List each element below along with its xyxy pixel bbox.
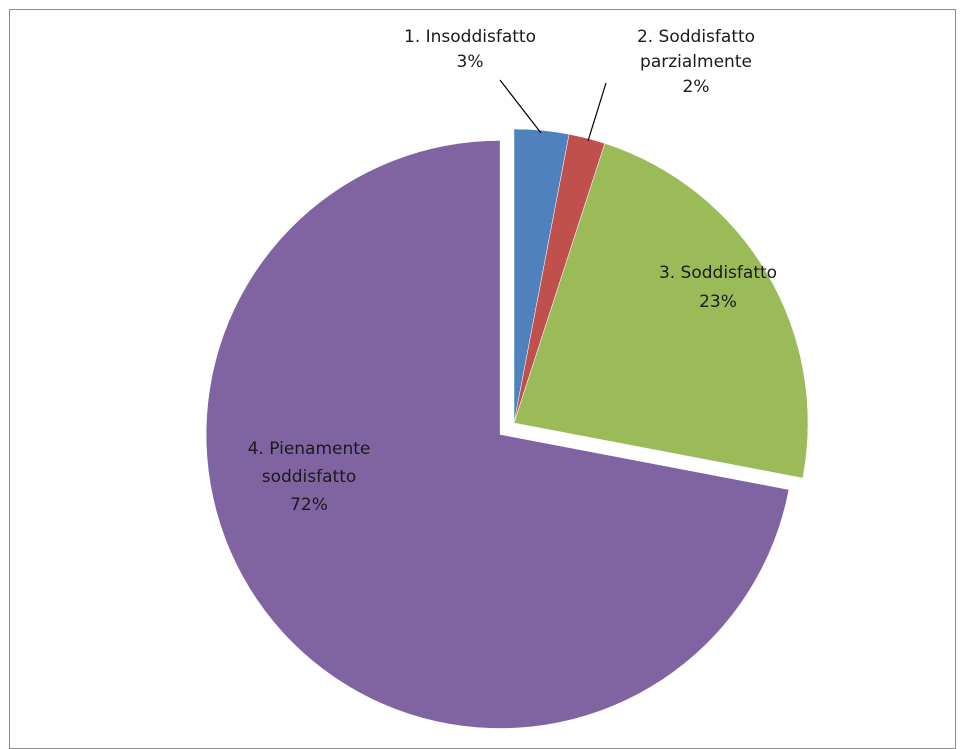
data-label-2-soddisfatto-parzialmente: 2. Soddisfatto parzialmente 2% bbox=[637, 27, 755, 97]
data-label-value: 23% bbox=[699, 292, 737, 312]
pie-chart: 1. Insoddisfatto 3% 2. Soddisfatto parzialm… bbox=[205, 27, 809, 729]
data-label-category: 4. Pienamente bbox=[248, 439, 371, 459]
data-label-value: 2% bbox=[683, 77, 710, 97]
leader-line-2-soddisfatto-parzialmente bbox=[587, 82, 607, 142]
data-label-category: parzialmente bbox=[640, 52, 752, 72]
pie-slice-3-soddisfatto bbox=[513, 143, 809, 479]
data-label-category: 3. Soddisfatto bbox=[659, 263, 777, 283]
leader-line-1-insoddisfatto bbox=[499, 79, 542, 134]
data-label-value: 72% bbox=[290, 495, 328, 515]
data-label-3-soddisfatto: 3. Soddisfatto 23% bbox=[659, 263, 777, 312]
data-label-category: 2. Soddisfatto bbox=[637, 27, 755, 47]
data-label-value: 3% bbox=[457, 52, 484, 72]
data-label-1-insoddisfatto: 1. Insoddisfatto 3% bbox=[404, 27, 536, 72]
data-label-4-pienamente-soddisfatto: 4. Pienamente soddisfatto 72% bbox=[248, 439, 371, 515]
pie-slice-4-pienamente-soddisfatto bbox=[205, 140, 790, 729]
data-label-category: 1. Insoddisfatto bbox=[404, 27, 536, 47]
data-label-category: soddisfatto bbox=[262, 467, 357, 487]
